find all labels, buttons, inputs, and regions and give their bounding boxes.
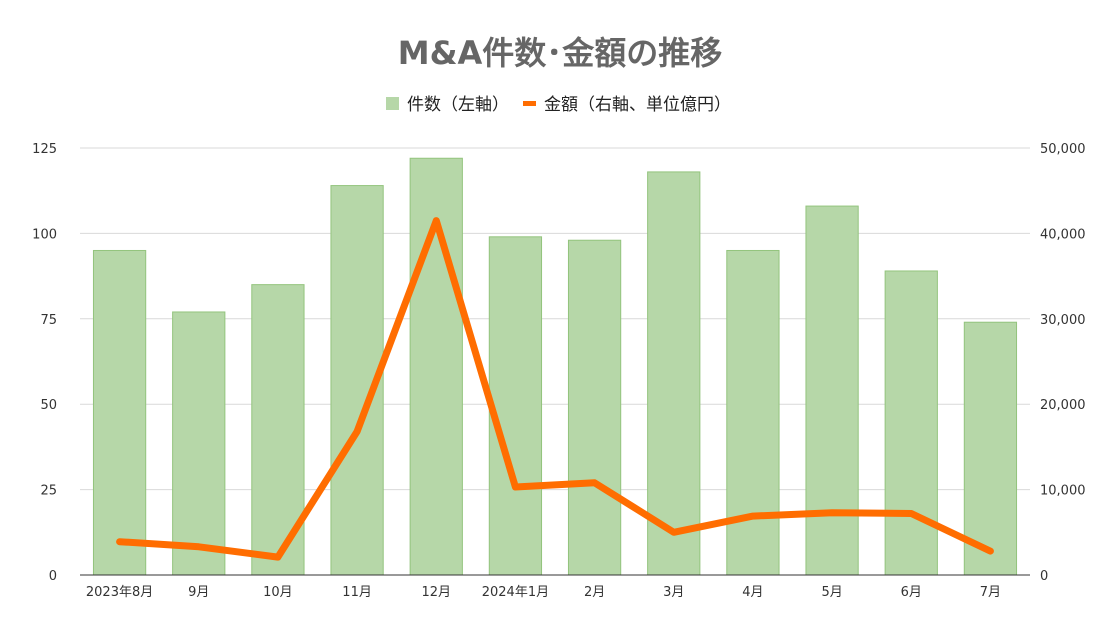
bar xyxy=(726,249,780,576)
line-point xyxy=(829,509,836,516)
line-series xyxy=(116,217,994,561)
y-right-tick-label: 30,000 xyxy=(1040,313,1086,328)
y-left-tick-label: 50 xyxy=(40,398,57,413)
y-axis-left-ticks: 0 25 50 75 100 125 xyxy=(32,142,57,584)
x-tick-label: 3月 xyxy=(663,585,684,600)
x-tick-label: 10月 xyxy=(263,585,293,600)
x-tick-label: 5月 xyxy=(821,585,842,600)
y-left-tick-label: 125 xyxy=(32,142,57,157)
bar xyxy=(805,205,859,576)
legend-bar-swatch xyxy=(386,97,399,110)
line-point xyxy=(433,217,440,224)
line-point xyxy=(354,428,361,435)
bar xyxy=(488,236,543,576)
y-right-tick-label: 20,000 xyxy=(1040,398,1086,413)
y-left-tick-label: 0 xyxy=(49,569,57,584)
x-tick-label: 2024年1月 xyxy=(482,585,549,600)
line-point xyxy=(512,484,519,491)
y-right-tick-label: 50,000 xyxy=(1040,142,1086,157)
x-tick-label: 12月 xyxy=(421,585,451,600)
legend-line-swatch xyxy=(523,101,536,106)
x-tick-label: 6月 xyxy=(901,585,922,600)
line-path xyxy=(116,217,994,561)
bar xyxy=(884,270,938,576)
y-axis-right-ticks: 0 10,000 20,000 30,000 40,000 50,000 xyxy=(1040,142,1086,584)
bar xyxy=(92,249,147,576)
bar xyxy=(172,311,226,576)
bar xyxy=(963,321,1018,576)
y-left-tick-label: 75 xyxy=(40,313,57,328)
x-tick-label: 11月 xyxy=(342,585,372,600)
y-right-tick-label: 40,000 xyxy=(1040,227,1086,242)
x-tick-label: 2023年8月 xyxy=(86,585,153,600)
y-right-tick-label: 0 xyxy=(1040,569,1048,584)
y-left-tick-label: 100 xyxy=(32,227,57,242)
line-point xyxy=(274,554,281,561)
x-axis-ticks: 2023年8月 9月 10月 11月 12月 2024年1月 2月 3月 4月 5月 6月 7月 xyxy=(86,585,1001,600)
line-point xyxy=(908,510,915,517)
x-tick-label: 9月 xyxy=(188,585,209,600)
x-tick-label: 4月 xyxy=(742,585,763,600)
line-point xyxy=(195,543,202,550)
y-right-tick-label: 10,000 xyxy=(1040,484,1086,499)
legend-line-label: 金額（右軸、単位億円） xyxy=(544,95,731,115)
x-tick-label: 2月 xyxy=(584,585,605,600)
bar xyxy=(567,239,622,576)
line-point xyxy=(116,538,123,545)
line-point xyxy=(591,479,598,486)
gridlines xyxy=(80,147,1030,491)
line-point xyxy=(670,529,677,536)
line-point xyxy=(987,548,994,555)
y-left-tick-label: 25 xyxy=(40,484,57,499)
line-point xyxy=(749,513,756,520)
bar xyxy=(647,171,701,576)
chart-title: M&A件数･金額の推移 xyxy=(398,34,723,72)
x-tick-label: 7月 xyxy=(980,585,1001,600)
legend: 件数（左軸） 金額（右軸、単位億円） xyxy=(386,95,731,115)
legend-bar-label: 件数（左軸） xyxy=(407,95,509,115)
